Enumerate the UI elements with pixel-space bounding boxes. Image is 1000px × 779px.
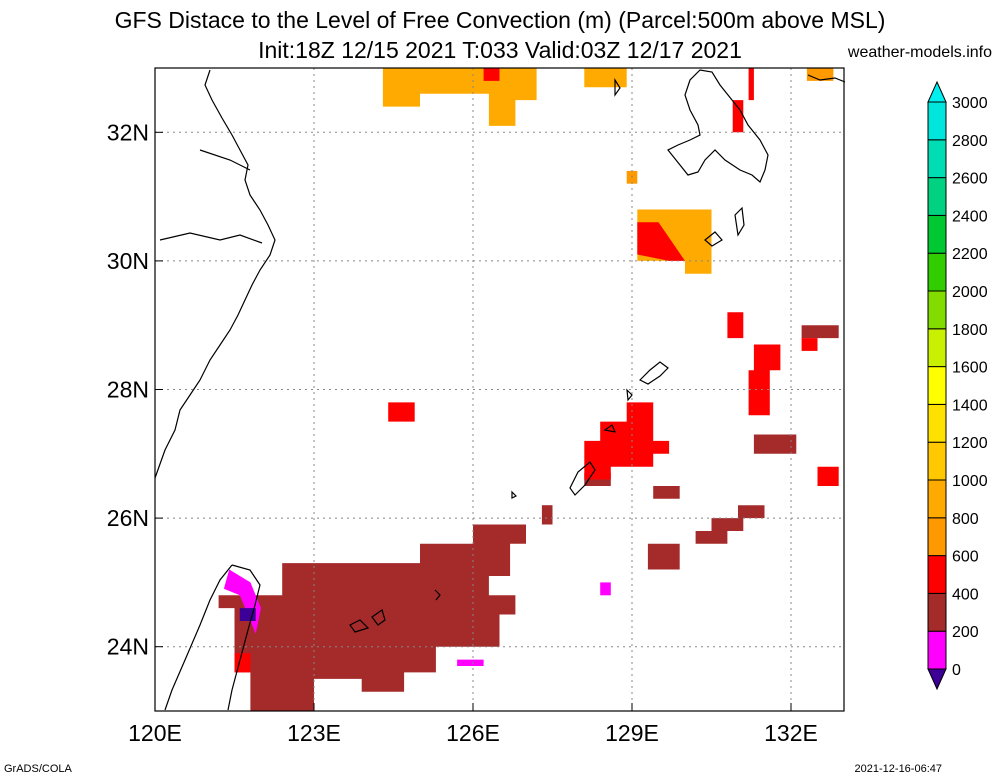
field-red-north-2 <box>748 68 754 101</box>
colorbar-segment <box>927 139 947 179</box>
field-magenta-misc <box>600 582 611 596</box>
credit-text: weather-models.info <box>847 44 992 61</box>
colorbar-segment <box>927 290 947 330</box>
colorbar-segment <box>927 101 947 141</box>
lon-tick-label: 120E <box>128 720 182 746</box>
field-brown-mid <box>695 505 765 544</box>
colorbar-min-arrow <box>927 668 947 691</box>
field-red-north-1 <box>483 68 500 81</box>
colorbar-label: 0 <box>952 662 961 679</box>
colorbar-segment <box>927 177 947 216</box>
colorbar: 0 200 400 600 800 1000 1200 1400 1600 1800 2000 220… <box>927 80 988 691</box>
field-red-east-4 <box>817 466 839 486</box>
lon-tick-label: 123E <box>287 720 341 746</box>
colorbar-segment <box>927 441 947 481</box>
colorbar-label: 1800 <box>952 322 988 339</box>
colorbar-segment <box>927 403 947 443</box>
colorbar-label: 2200 <box>952 246 988 263</box>
lat-tick-label: 30N <box>107 248 149 274</box>
axis-ticks: 120E 123E 126E 129E 132E 24N 26N 28N 30N 32N <box>107 119 818 746</box>
colorbar-label: 1600 <box>952 360 988 377</box>
field-red-kyushu <box>637 222 685 261</box>
colorbar-max-arrow <box>927 80 947 103</box>
field-red-misc-1 <box>388 402 415 422</box>
lat-tick-label: 26N <box>107 505 149 531</box>
colorbar-label: 200 <box>952 624 979 641</box>
colorbar-segment <box>927 479 947 519</box>
colorbar-segment <box>927 366 947 405</box>
lat-tick-label: 24N <box>107 634 149 660</box>
colorbar-label: 2600 <box>952 171 988 188</box>
colorbar-segment <box>927 630 947 670</box>
field-brown-mid2 <box>647 543 680 570</box>
field-red-north-3 <box>732 100 744 133</box>
colorbar-label: 3000 <box>952 95 988 112</box>
field-orange-north-1 <box>382 68 537 126</box>
field-brown-east <box>801 325 839 339</box>
colorbar-label: 800 <box>952 511 979 528</box>
field-brown-east-2 <box>753 434 797 454</box>
colorbar-segment <box>927 555 947 594</box>
map-subtitle: Init:18Z 12/15 2021 T:033 Valid:03Z 12/1… <box>258 37 742 63</box>
field-orange-north-2 <box>584 68 627 88</box>
field-red-ryukyu <box>584 402 670 480</box>
colorbar-segment <box>927 517 947 557</box>
lon-tick-label: 126E <box>446 720 500 746</box>
lat-tick-label: 28N <box>107 377 149 403</box>
colorbar-segment <box>927 592 947 632</box>
colorbar-label: 2800 <box>952 133 988 150</box>
gridlines <box>155 68 844 711</box>
colorbar-segment <box>927 252 947 292</box>
colorbar-segment <box>927 328 947 368</box>
field-magenta-south <box>457 659 484 666</box>
colorbar-label: 400 <box>952 586 979 603</box>
lon-tick-label: 132E <box>764 720 818 746</box>
colorbar-label: 1000 <box>952 473 988 490</box>
field-red-east-1 <box>748 344 781 416</box>
colorbar-label: 2400 <box>952 208 988 225</box>
field-red-east-3 <box>801 338 818 351</box>
field-brown-misc-1 <box>541 505 553 525</box>
map-title: GFS Distace to the Level of Free Convect… <box>114 7 886 33</box>
colorbar-label: 1400 <box>952 397 988 414</box>
footer-right: 2021-12-16-06:47 <box>854 763 942 775</box>
coastlines <box>154 69 846 711</box>
colorbar-label: 600 <box>952 549 979 566</box>
footer-left: GrADS/COLA <box>4 763 72 775</box>
field-red-east-2 <box>727 312 744 339</box>
colorbar-label: 1200 <box>952 435 988 452</box>
lat-tick-label: 32N <box>107 119 149 145</box>
field-brown-mid3 <box>653 486 680 499</box>
colorbar-label: 2000 <box>952 284 988 301</box>
lon-tick-label: 129E <box>605 720 659 746</box>
colorbar-segment <box>927 214 947 254</box>
